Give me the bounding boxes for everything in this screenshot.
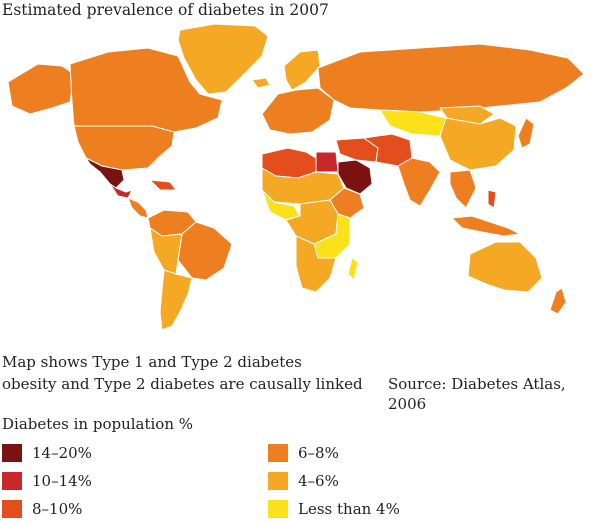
legend-label: Less than 4% — [298, 500, 400, 518]
legend-item-4-6: 4–6% — [268, 470, 339, 492]
region-usa — [73, 125, 175, 171]
region-alaska — [7, 63, 75, 115]
region-southeast-asia — [449, 169, 477, 209]
legend-swatch — [268, 472, 288, 490]
region-iceland — [251, 77, 271, 89]
region-brazil — [177, 221, 233, 281]
legend-label: 8–10% — [32, 500, 83, 518]
legend-item-14-20: 14–20% — [2, 442, 92, 464]
region-india — [397, 157, 441, 207]
region-central-america — [127, 197, 149, 219]
region-indonesia — [451, 215, 521, 237]
map-title: Estimated prevalence of diabetes in 2007 — [2, 1, 329, 19]
region-china — [439, 117, 517, 171]
source-credit: Source: Diabetes Atlas, 2006 — [388, 375, 566, 413]
region-madagascar — [347, 257, 359, 281]
legend-item-8-10: 8–10% — [2, 498, 82, 520]
region-new-zealand — [549, 287, 567, 315]
region-philippines — [487, 189, 497, 209]
world-map — [7, 23, 585, 331]
legend-label: 6–8% — [298, 444, 339, 462]
region-peru-bolivia — [149, 227, 183, 275]
region-australia — [467, 241, 543, 293]
region-europe — [261, 87, 335, 135]
legend-item-10-14: 10–14% — [2, 470, 92, 492]
region-japan — [517, 117, 535, 149]
note-line-1: Map shows Type 1 and Type 2 diabetes — [2, 353, 302, 371]
region-egypt — [315, 151, 339, 173]
region-southern-africa — [295, 235, 337, 293]
legend-label: 4–6% — [298, 472, 339, 490]
note-line-2: obesity and Type 2 diabetes are causally… — [2, 375, 363, 393]
legend-swatch — [268, 444, 288, 462]
legend-swatch — [2, 444, 22, 462]
legend-item-6-8: 6–8% — [268, 442, 339, 464]
legend-swatch — [268, 500, 288, 518]
region-mexico-south — [109, 183, 133, 199]
legend-item-lt4: Less than 4% — [268, 498, 400, 520]
legend-label: 14–20% — [32, 444, 92, 462]
legend-swatch — [2, 500, 22, 518]
region-greenland — [177, 23, 269, 95]
region-caribbean — [149, 179, 177, 191]
region-argentina-chile — [159, 269, 193, 331]
region-russia — [317, 43, 585, 113]
legend-label: 10–14% — [32, 472, 92, 490]
legend-swatch — [2, 472, 22, 490]
region-central-asia — [379, 109, 447, 137]
region-scandinavia — [283, 49, 321, 91]
legend-title: Diabetes in population % — [2, 415, 194, 433]
